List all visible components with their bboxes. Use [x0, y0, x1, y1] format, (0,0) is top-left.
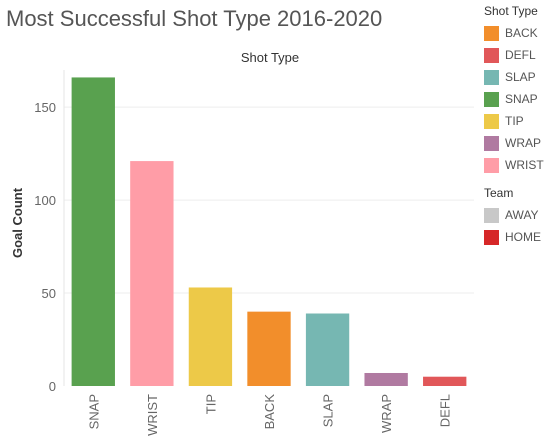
legend-item-wrist[interactable]: WRIST	[484, 154, 544, 176]
column-header: Shot Type	[241, 50, 299, 65]
legend-label: TIP	[505, 114, 524, 128]
chart-title: Most Successful Shot Type 2016-2020	[6, 6, 383, 31]
legend-panel: Shot Type BACK DEFL SLAP SNAP TIP WRAP W…	[484, 4, 544, 248]
legend-swatch	[484, 157, 499, 173]
legend-swatch	[484, 207, 499, 223]
bar-back[interactable]	[247, 311, 291, 386]
y-axis-label: Goal Count	[10, 187, 25, 258]
legend-swatch	[484, 47, 499, 63]
y-tick-label: 150	[34, 100, 56, 115]
legend-swatch	[484, 25, 499, 41]
x-tick-label: SNAP	[86, 394, 101, 429]
x-tick-label: WRIST	[145, 394, 160, 436]
bar-snap[interactable]	[71, 77, 115, 386]
bar-defl[interactable]	[423, 376, 467, 386]
legend-swatch	[484, 229, 499, 245]
bar-wrap[interactable]	[364, 372, 408, 386]
legend-label: SLAP	[505, 70, 536, 84]
x-tick-label: SLAP	[321, 394, 336, 427]
legend-swatch	[484, 91, 499, 107]
y-tick-label: 50	[42, 286, 56, 301]
legend-item-away[interactable]: AWAY	[484, 204, 544, 226]
legend-title-shot-type: Shot Type	[484, 4, 538, 18]
x-tick-label: TIP	[203, 394, 218, 414]
y-tick-label: 0	[49, 379, 56, 394]
legend-label: SNAP	[505, 92, 538, 106]
legend-item-wrap[interactable]: WRAP	[484, 132, 544, 154]
legend-swatch	[484, 135, 499, 151]
legend-item-slap[interactable]: SLAP	[484, 66, 544, 88]
y-tick-label: 100	[34, 193, 56, 208]
legend-label: WRAP	[505, 136, 541, 150]
legend-swatch	[484, 69, 499, 85]
x-tick-label: BACK	[262, 394, 277, 430]
legend-label: AWAY	[505, 208, 539, 222]
legend-label: HOME	[505, 230, 541, 244]
legend-item-tip[interactable]: TIP	[484, 110, 544, 132]
legend-label: BACK	[505, 26, 538, 40]
bar-tip[interactable]	[188, 287, 233, 386]
legend-title-team: Team	[484, 186, 514, 200]
x-tick-label: WRAP	[379, 394, 394, 433]
bar-slap[interactable]	[305, 313, 350, 386]
legend-swatch	[484, 113, 499, 129]
legend-item-defl[interactable]: DEFL	[484, 44, 544, 66]
legend-item-home[interactable]: HOME	[484, 226, 544, 248]
legend-label: DEFL	[505, 48, 536, 62]
legend-label: WRIST	[505, 158, 544, 172]
legend-item-back[interactable]: BACK	[484, 22, 544, 44]
bar-wrist[interactable]	[130, 161, 174, 386]
legend-item-snap[interactable]: SNAP	[484, 88, 544, 110]
x-tick-label: DEFL	[438, 394, 453, 427]
